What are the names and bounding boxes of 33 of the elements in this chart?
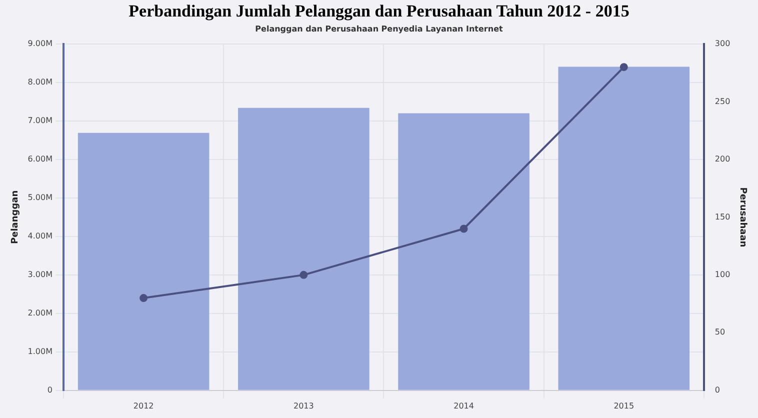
x-tick-label: 2013 <box>293 401 314 410</box>
y2-axis-title: Perusahaan <box>737 187 748 248</box>
y-tick-label: 7.00M <box>28 116 53 126</box>
y2-tick-label: 0 <box>714 385 720 394</box>
bar <box>558 66 690 390</box>
point <box>300 270 308 279</box>
y-tick-label: 0 <box>47 385 53 394</box>
bar <box>238 108 370 390</box>
x-tick-label: 2015 <box>614 401 634 410</box>
y2-tick-label: 300 <box>714 39 730 48</box>
x-tick-label: 2014 <box>454 401 474 410</box>
y-tick-label: 8.00M <box>28 78 53 87</box>
y-tick-label: 5.00M <box>28 193 53 202</box>
y2-tick-label: 100 <box>714 270 730 280</box>
y-tick-label: 3.00M <box>28 270 53 280</box>
y2-tick-label: 250 <box>714 96 730 106</box>
point <box>620 63 628 72</box>
y-tick-label: 4.00M <box>28 232 53 241</box>
bar <box>398 113 530 390</box>
y-tick-label: 9.00M <box>28 39 53 48</box>
y-tick-label: 6.00M <box>28 154 53 164</box>
y2-tick-label: 200 <box>714 154 730 164</box>
x-tick-label: 2012 <box>133 401 154 410</box>
y-axis-title: Pelanggan <box>10 190 21 244</box>
y2-tick-label: 50 <box>714 328 726 337</box>
point <box>140 294 148 302</box>
y-tick-label: 1.00M <box>28 346 53 356</box>
chart-title: Perbandingan Jumlah Pelanggan dan Perusahaan Tahun 2012 - 2015 <box>128 2 630 21</box>
chart-subtitle: Pelanggan dan Perusahaan Penyedia Layanan Internet <box>255 24 503 34</box>
point <box>460 224 468 233</box>
y2-tick-label: 150 <box>714 212 730 222</box>
y-tick-label: 2.00M <box>28 308 53 318</box>
bar <box>78 132 210 390</box>
